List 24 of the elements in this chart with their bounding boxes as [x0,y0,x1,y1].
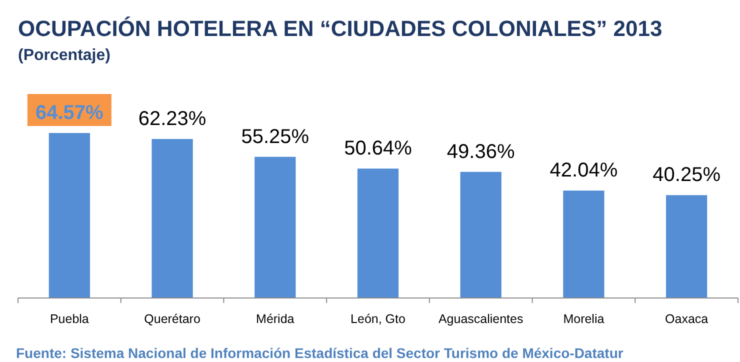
bar [666,195,708,298]
x-tick-label: Puebla [50,312,89,326]
chart-title: OCUPACIÓN HOTELERA EN “CIUDADES COLONIALES” 2013 [18,16,662,41]
data-label: 49.36% [446,140,515,163]
bar [254,156,296,298]
data-label: 50.64% [344,138,412,160]
x-tick-label: Aguascalientes [438,312,524,326]
bar [460,172,502,298]
data-label: 55.25% [241,126,310,148]
x-tick-label: León, Gto [350,312,406,326]
x-tick-label: Oaxaca [665,312,708,326]
x-tick-label: Mérida [256,312,294,326]
bar [152,138,193,298]
x-tick-label: Querétaro [144,312,200,326]
bar [357,168,399,298]
chart-subtitle: (Porcentaje) [18,47,110,64]
data-label: 64.57% [36,102,104,124]
data-label: 42.04% [550,160,618,182]
data-label: 62.23% [138,108,206,130]
bar [563,190,604,298]
x-tick-label: Morelia [563,312,604,326]
source-note: Fuente: Sistema Nacional de Información Estadística del Sector Turismo de México-Datatur [16,345,624,361]
bar [48,133,90,298]
data-label: 40.25% [652,164,721,186]
